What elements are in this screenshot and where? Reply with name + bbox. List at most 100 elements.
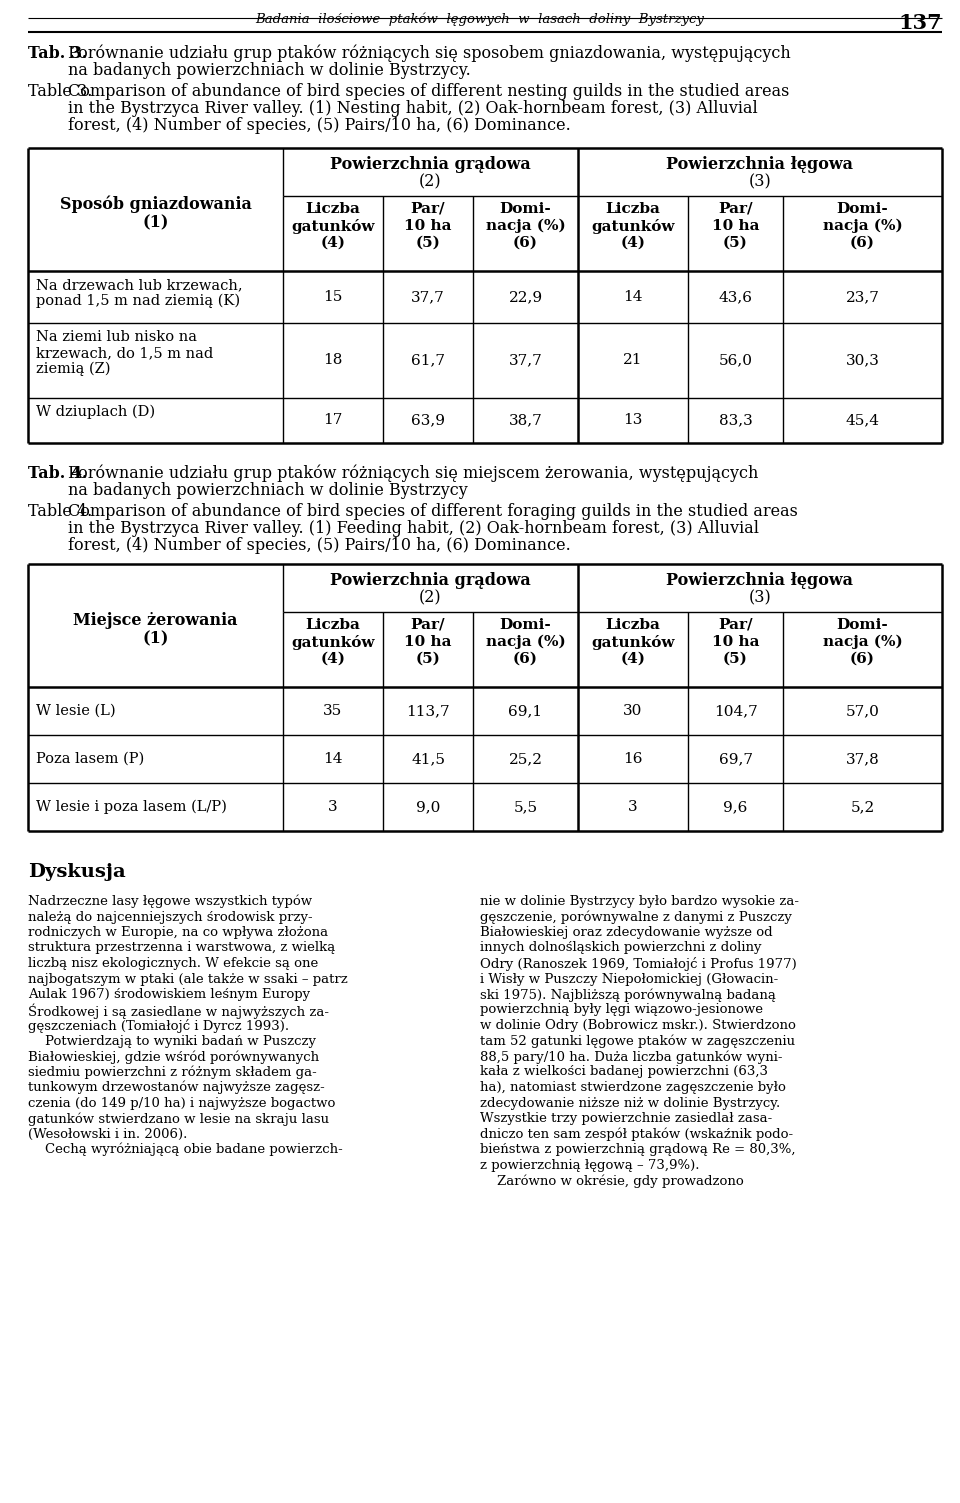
Text: (3): (3) <box>749 173 772 189</box>
Text: Liczba: Liczba <box>305 201 360 216</box>
Text: (4): (4) <box>620 236 645 249</box>
Text: (6): (6) <box>850 236 875 249</box>
Text: gatunków: gatunków <box>591 634 675 649</box>
Text: Wszystkie trzy powierzchnie zasiedlał zasa-: Wszystkie trzy powierzchnie zasiedlał za… <box>480 1112 772 1126</box>
Text: nacja (%): nacja (%) <box>823 634 902 649</box>
Text: rodniczych w Europie, na co wpływa złożona: rodniczych w Europie, na co wpływa złożo… <box>28 926 328 939</box>
Text: Domi-: Domi- <box>836 618 888 631</box>
Text: Środkowej i są zasiedlane w najwyższych za-: Środkowej i są zasiedlane w najwyższych … <box>28 1004 329 1019</box>
Text: Dyskusja: Dyskusja <box>28 863 126 881</box>
Text: (6): (6) <box>513 236 538 249</box>
Text: na badanych powierzchniach w dolinie Bystrzycy.: na badanych powierzchniach w dolinie Bys… <box>68 62 470 80</box>
Text: Par/: Par/ <box>411 618 445 631</box>
Text: Comparison of abundance of bird species of different foraging guilds in the stud: Comparison of abundance of bird species … <box>68 504 798 520</box>
Text: 37,7: 37,7 <box>411 290 444 304</box>
Text: liczbą nisz ekologicznych. W efekcie są one: liczbą nisz ekologicznych. W efekcie są … <box>28 957 319 969</box>
Text: powierzchnią były lęgi wiązowo-jesionowe: powierzchnią były lęgi wiązowo-jesionowe <box>480 1004 763 1016</box>
Text: Tab. 4.: Tab. 4. <box>28 464 87 482</box>
Text: gatunków stwierdzano w lesie na skraju lasu: gatunków stwierdzano w lesie na skraju l… <box>28 1112 329 1126</box>
Text: nacja (%): nacja (%) <box>823 219 902 233</box>
Text: i Wisły w Puszczy Niepołomickiej (Głowacin-: i Wisły w Puszczy Niepołomickiej (Głowac… <box>480 972 779 986</box>
Text: Powierzchnia grądowa: Powierzchnia grądowa <box>330 156 531 173</box>
Text: 113,7: 113,7 <box>406 703 450 718</box>
Text: Par/: Par/ <box>411 201 445 216</box>
Text: 69,7: 69,7 <box>718 752 753 767</box>
Text: Białowieskiej oraz zdecydowanie wyższe od: Białowieskiej oraz zdecydowanie wyższe o… <box>480 926 773 939</box>
Text: 43,6: 43,6 <box>718 290 753 304</box>
Text: (5): (5) <box>723 236 748 249</box>
Text: (4): (4) <box>321 236 346 249</box>
Text: czenia (do 149 p/10 ha) i najwyższe bogactwo: czenia (do 149 p/10 ha) i najwyższe boga… <box>28 1097 335 1109</box>
Text: 18: 18 <box>324 353 343 368</box>
Text: 9,0: 9,0 <box>416 800 441 815</box>
Text: Par/: Par/ <box>718 618 753 631</box>
Text: nie w dolinie Bystrzycy było bardzo wysokie za-: nie w dolinie Bystrzycy było bardzo wyso… <box>480 894 799 908</box>
Text: 3: 3 <box>628 800 637 815</box>
Text: Powierzchnia łęgowa: Powierzchnia łęgowa <box>666 573 853 589</box>
Text: (Wesołowski i in. 2006).: (Wesołowski i in. 2006). <box>28 1127 187 1141</box>
Text: zdecydowanie niższe niż w dolinie Bystrzycy.: zdecydowanie niższe niż w dolinie Bystrz… <box>480 1097 780 1109</box>
Text: (1): (1) <box>142 213 169 231</box>
Text: Miejsce żerowania: Miejsce żerowania <box>73 612 238 628</box>
Text: gęszczenie, porównywalne z danymi z Puszczy: gęszczenie, porównywalne z danymi z Pusz… <box>480 911 792 924</box>
Text: Białowieskiej, gdzie wśród porównywanych: Białowieskiej, gdzie wśród porównywanych <box>28 1051 319 1064</box>
Text: 35: 35 <box>324 703 343 718</box>
Text: 3: 3 <box>328 800 338 815</box>
Text: 22,9: 22,9 <box>509 290 542 304</box>
Text: (2): (2) <box>420 589 442 606</box>
Text: 104,7: 104,7 <box>713 703 757 718</box>
Text: 15: 15 <box>324 290 343 304</box>
Text: w dolinie Odry (Bobrowicz mskr.). Stwierdzono: w dolinie Odry (Bobrowicz mskr.). Stwier… <box>480 1019 796 1033</box>
Text: z powierzchnią łęgową – 73,9%).: z powierzchnią łęgową – 73,9%). <box>480 1159 700 1171</box>
Text: 30,3: 30,3 <box>846 353 879 368</box>
Text: tam 52 gatunki lęgowe ptaków w zagęszczeniu: tam 52 gatunki lęgowe ptaków w zagęszcze… <box>480 1034 795 1048</box>
Text: struktura przestrzenna i warstwowa, z wielką: struktura przestrzenna i warstwowa, z wi… <box>28 941 335 954</box>
Text: in the Bystrzyca River valley. (1) Nesting habit, (2) Oak-hornbeam forest, (3) A: in the Bystrzyca River valley. (1) Nesti… <box>68 101 757 117</box>
Text: ha), natomiast stwierdzone zagęszczenie było: ha), natomiast stwierdzone zagęszczenie … <box>480 1081 786 1094</box>
Text: Table 4.: Table 4. <box>28 504 92 520</box>
Text: 10 ha: 10 ha <box>404 219 452 233</box>
Text: 38,7: 38,7 <box>509 413 542 427</box>
Text: ziemią (Z): ziemią (Z) <box>36 362 110 376</box>
Text: Tab. 3.: Tab. 3. <box>28 45 87 62</box>
Text: 30: 30 <box>623 703 642 718</box>
Text: 13: 13 <box>623 413 642 427</box>
Text: gatunków: gatunków <box>291 634 374 649</box>
Text: forest, (4) Number of species, (5) Pairs/10 ha, (6) Dominance.: forest, (4) Number of species, (5) Pairs… <box>68 117 571 134</box>
Text: Potwierdzają to wyniki badań w Puszczy: Potwierdzają to wyniki badań w Puszczy <box>28 1034 316 1048</box>
Text: Domi-: Domi- <box>499 618 551 631</box>
Text: 45,4: 45,4 <box>846 413 879 427</box>
Text: W lesie i poza lasem (L/P): W lesie i poza lasem (L/P) <box>36 800 227 815</box>
Text: 137: 137 <box>899 14 942 33</box>
Text: Nadrzeczne lasy łęgowe wszystkich typów: Nadrzeczne lasy łęgowe wszystkich typów <box>28 894 312 908</box>
Text: Domi-: Domi- <box>836 201 888 216</box>
Text: in the Bystrzyca River valley. (1) Feeding habit, (2) Oak-hornbeam forest, (3) A: in the Bystrzyca River valley. (1) Feedi… <box>68 520 759 537</box>
Text: Liczba: Liczba <box>606 618 660 631</box>
Text: 5,5: 5,5 <box>514 800 538 815</box>
Text: 9,6: 9,6 <box>723 800 748 815</box>
Text: forest, (4) Number of species, (5) Pairs/10 ha, (6) Dominance.: forest, (4) Number of species, (5) Pairs… <box>68 537 571 555</box>
Text: (2): (2) <box>420 173 442 189</box>
Text: 10 ha: 10 ha <box>711 219 759 233</box>
Text: Table 3.: Table 3. <box>28 83 92 101</box>
Text: najbogatszym w ptaki (ale także w ssaki – patrz: najbogatszym w ptaki (ale także w ssaki … <box>28 972 348 986</box>
Text: 57,0: 57,0 <box>846 703 879 718</box>
Text: gatunków: gatunków <box>291 219 374 234</box>
Text: ponad 1,5 m nad ziemią (K): ponad 1,5 m nad ziemią (K) <box>36 295 240 308</box>
Text: Liczba: Liczba <box>606 201 660 216</box>
Text: Zarówno w okrésie, gdy prowadzono: Zarówno w okrésie, gdy prowadzono <box>480 1174 744 1187</box>
Text: W dziuplach (D): W dziuplach (D) <box>36 404 156 419</box>
Text: nacja (%): nacja (%) <box>486 219 565 233</box>
Text: tunkowym drzewostanów najwyższe zagęsz-: tunkowym drzewostanów najwyższe zagęsz- <box>28 1081 324 1094</box>
Text: (6): (6) <box>513 652 538 666</box>
Text: Par/: Par/ <box>718 201 753 216</box>
Text: 69,1: 69,1 <box>509 703 542 718</box>
Text: Domi-: Domi- <box>499 201 551 216</box>
Text: Aulak 1967) środowiskiem leśnym Europy: Aulak 1967) środowiskiem leśnym Europy <box>28 987 310 1001</box>
Text: Cechą wyróżniającą obie badane powierzch-: Cechą wyróżniającą obie badane powierzch… <box>28 1142 343 1156</box>
Text: 5,2: 5,2 <box>851 800 875 815</box>
Text: Powierzchnia łęgowa: Powierzchnia łęgowa <box>666 156 853 173</box>
Text: (4): (4) <box>620 652 645 666</box>
Text: ski 1975). Najbliższą porównywalną badaną: ski 1975). Najbliższą porównywalną badan… <box>480 987 776 1001</box>
Text: innych dolnośląskich powierzchni z doliny: innych dolnośląskich powierzchni z dolin… <box>480 941 761 954</box>
